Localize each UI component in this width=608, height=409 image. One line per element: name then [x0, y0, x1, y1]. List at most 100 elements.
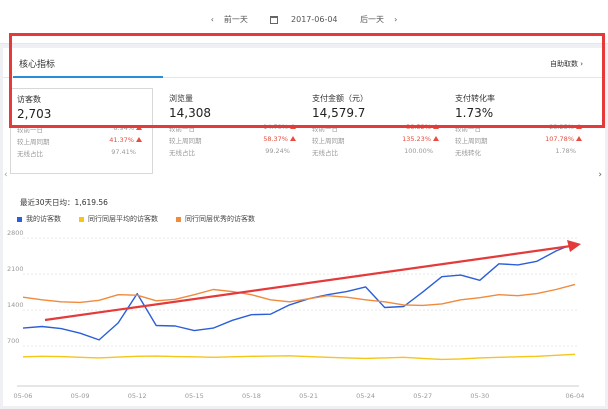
y-tick-label: 1400 [7, 301, 24, 309]
legend-item[interactable]: 同行同层优秀的访客数 [176, 214, 255, 224]
compare-label: 无线转化 [455, 149, 481, 157]
legend-label: 同行同层平均的访客数 [88, 215, 158, 223]
compare-label: 较前一日 [17, 126, 43, 134]
compare-value: 97.41% [111, 148, 136, 156]
x-tick-label: 05-27 [413, 392, 432, 400]
auto-fetch-label: 自助取数 [549, 60, 578, 68]
compare-value: 135.23% [402, 135, 439, 143]
metric-title: 浏览量 [169, 94, 193, 103]
date-navigation-bar: ‹ 前一天 2017-06-04 后一天 › [0, 0, 608, 44]
compare-value: 100.00% [404, 147, 433, 155]
compare-label: 无线占比 [17, 150, 43, 158]
calendar-icon [270, 15, 279, 24]
compare-value: 107.78% [545, 135, 582, 143]
auto-fetch-link[interactable]: 自助取数 › [550, 59, 583, 69]
next-day-label: 后一天 [360, 15, 385, 24]
legend-label: 同行同层优秀的访客数 [185, 215, 255, 223]
compare-label: 较前一日 [312, 125, 338, 133]
metrics-scroll-left-icon[interactable]: ‹ [4, 170, 8, 180]
compare-percent: 99.24% [265, 147, 290, 155]
compare-label: 较前一日 [455, 125, 481, 133]
metric-compare-row: 较上周同期 135.23% [312, 133, 443, 145]
x-tick-label: 05-24 [356, 392, 375, 400]
y-tick-label: 700 [7, 337, 19, 345]
compare-label: 无线占比 [312, 149, 338, 157]
series-line [22, 283, 576, 307]
metric-card[interactable]: 访客数 2,703 较前一日 8.94% 较上周同期 41.37% 无线占比 97.41% [10, 88, 153, 174]
y-tick-label: 2100 [7, 265, 24, 273]
legend-swatch [176, 216, 181, 222]
compare-value: 41.37% [109, 136, 142, 144]
chevron-left-icon: ‹ [210, 15, 214, 24]
current-date: 2017-06-04 [291, 15, 338, 24]
trend-arrowhead-icon [567, 240, 581, 252]
compare-label: 较上周同期 [17, 138, 50, 146]
arrow-up-icon [290, 136, 296, 141]
series-line [22, 353, 576, 361]
metric-compare-row: 无线占比 100.00% [312, 145, 443, 157]
date-picker[interactable]: 2017-06-04 [265, 15, 342, 24]
tab-bar: 核心指标 自助取数 › [3, 48, 605, 78]
compare-label: 较上周同期 [312, 137, 345, 145]
core-metrics-panel: 核心指标 自助取数 › ‹ › 访客数 2,703 较前一日 8.94% 较上周同期 41… [3, 48, 605, 406]
compare-label: 较前一日 [169, 125, 195, 133]
compare-percent: 135.23% [402, 135, 431, 143]
metric-compare-row: 较上周同期 41.37% [17, 134, 146, 146]
compare-percent: 107.78% [545, 135, 574, 143]
metric-compare-row: 无线占比 97.41% [17, 146, 146, 158]
compare-percent: 100.00% [404, 147, 433, 155]
x-tick-label: 05-21 [299, 392, 318, 400]
visitor-trend-chart: 700 1400 2100 2800 05-06 05-09 05-12 05-15 05-18… [7, 229, 585, 400]
metric-card[interactable]: 支付金额（元） 14,579.7 较前一日 38.52% 较上周同期 135.23% 无线占… [306, 88, 449, 174]
metric-value: 14,308 [169, 106, 211, 120]
compare-value: 1.78% [555, 147, 576, 155]
arrow-up-icon [576, 136, 582, 141]
chart-legend: 我的访客数 同行同层平均的访客数 同行同层优秀的访客数 [17, 214, 273, 224]
metric-title: 访客数 [17, 95, 41, 104]
x-tick-label: 05-18 [242, 392, 261, 400]
compare-percent: 41.37% [109, 136, 134, 144]
y-tick-label: 2800 [7, 229, 24, 237]
legend-swatch [17, 216, 22, 222]
x-tick-label: 05-06 [14, 392, 33, 400]
chevron-right-icon: › [394, 15, 398, 24]
compare-percent: 97.41% [111, 148, 136, 156]
x-tick-label: 06-04 [566, 392, 585, 400]
chevron-right-icon: › [580, 60, 583, 68]
compare-percent: 1.78% [555, 147, 576, 155]
legend-item[interactable]: 同行同层平均的访客数 [79, 214, 158, 224]
x-tick-label: 05-30 [470, 392, 489, 400]
compare-value: 99.24% [265, 147, 290, 155]
x-tick-label: 05-09 [71, 392, 90, 400]
compare-percent: 8.94% [113, 124, 134, 132]
metric-value: 1.73% [455, 106, 494, 120]
next-day-button[interactable]: 后一天 › [355, 14, 402, 25]
compare-value: 58.37% [263, 135, 296, 143]
legend-item[interactable]: 我的访客数 [17, 214, 61, 224]
legend-swatch [79, 216, 84, 222]
metric-value: 2,703 [17, 107, 52, 121]
thirty-day-average: 最近30天日均：1,619.56 [20, 198, 108, 207]
metric-compare-row: 无线占比 99.24% [169, 145, 300, 157]
compare-label: 较上周同期 [455, 137, 488, 145]
compare-label: 较上周同期 [169, 137, 202, 145]
compare-percent: 58.37% [263, 135, 288, 143]
tab-core-metrics[interactable]: 核心指标 [19, 60, 56, 70]
arrow-up-icon [433, 136, 439, 141]
metric-title: 支付金额（元） [312, 94, 368, 103]
metric-compare-row: 较上周同期 58.37% [169, 133, 300, 145]
metric-compare-row: 无线转化 1.78% [455, 145, 586, 157]
tab-active-indicator [13, 76, 163, 78]
metrics-scroll-right-icon[interactable]: › [598, 170, 602, 180]
metric-value: 14,579.7 [312, 106, 366, 120]
metric-title: 支付转化率 [455, 94, 495, 103]
x-tick-label: 05-15 [185, 392, 204, 400]
series-line [22, 242, 576, 341]
prev-day-label: 前一天 [223, 15, 248, 24]
metric-compare-row: 较上周同期 107.78% [455, 133, 586, 145]
prev-day-button[interactable]: ‹ 前一天 [206, 14, 253, 25]
x-tick-label: 05-12 [128, 392, 147, 400]
trend-arrow-line [44, 244, 572, 322]
compare-label: 无线占比 [169, 149, 195, 157]
legend-label: 我的访客数 [26, 215, 61, 223]
